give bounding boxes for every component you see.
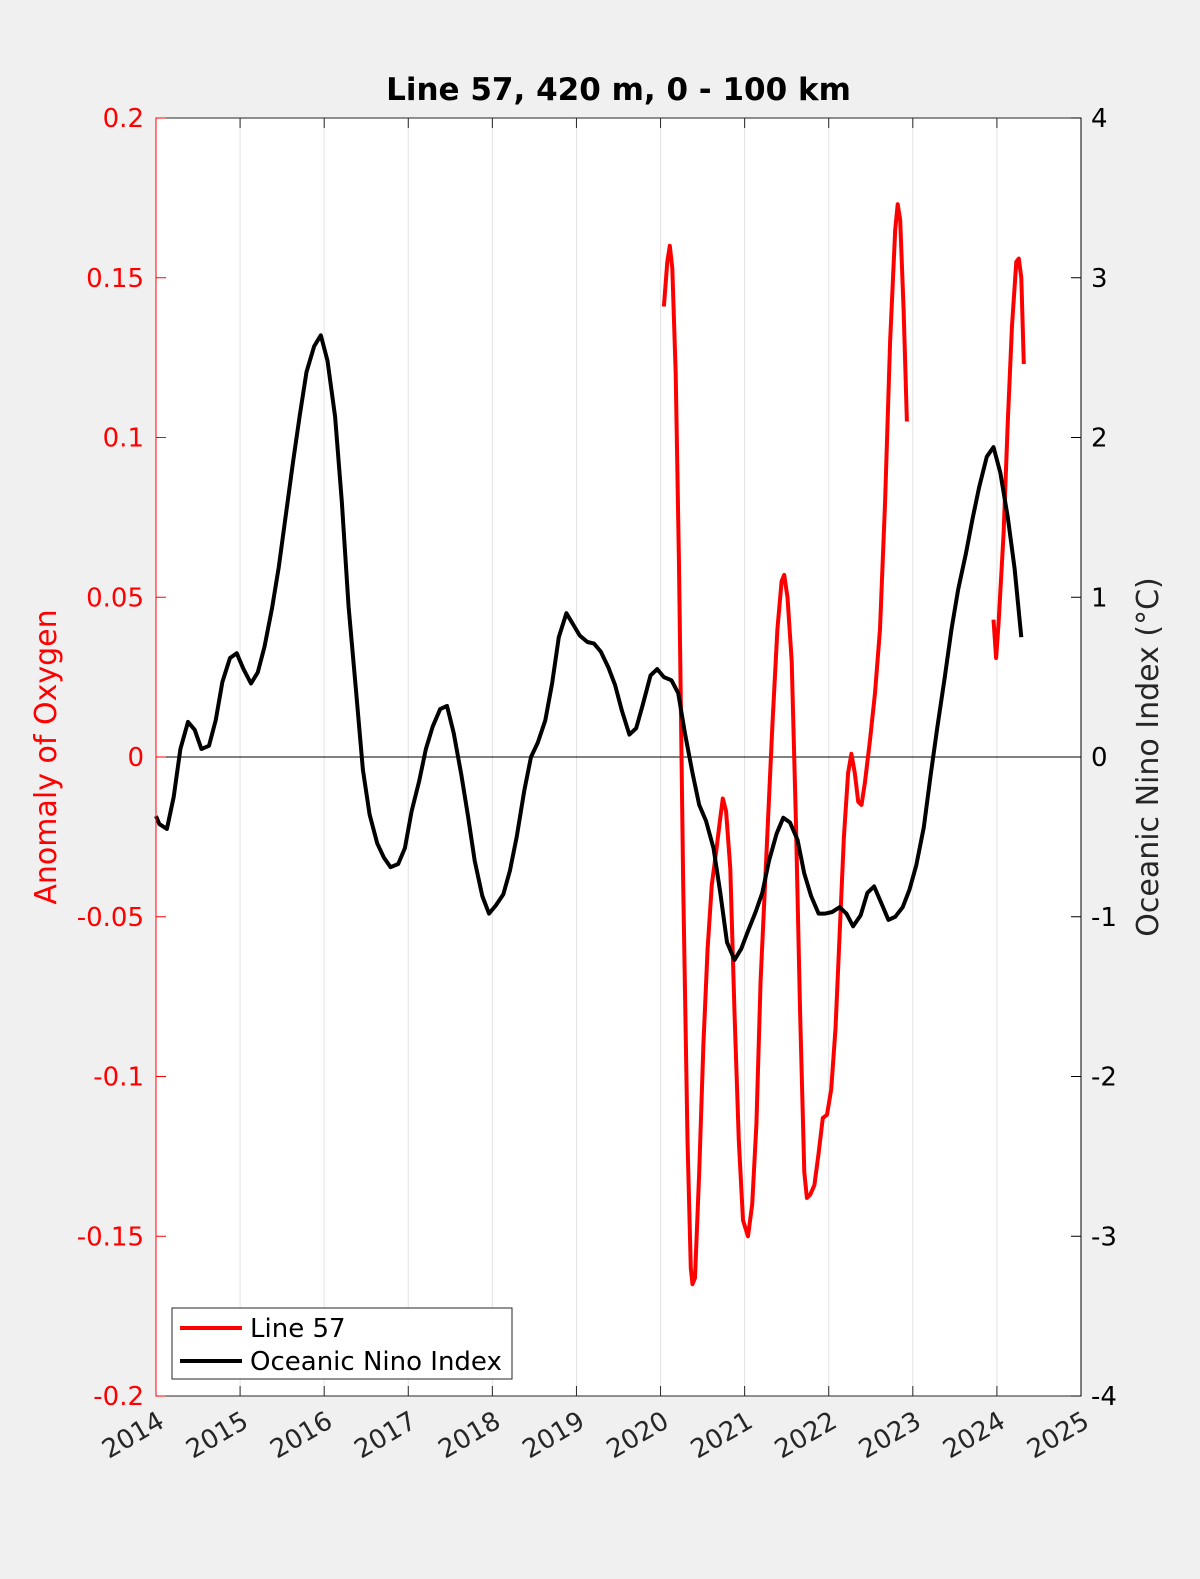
y-left-tick-label: 0.05 xyxy=(86,583,144,613)
line57-line-segment xyxy=(661,202,909,1287)
y-right-tick-label: 1 xyxy=(1091,583,1108,613)
x-tick-label: 2020 xyxy=(602,1406,674,1465)
y-right-tick-label: -2 xyxy=(1091,1063,1117,1093)
x-tick-label: 2024 xyxy=(938,1406,1010,1465)
series-oni xyxy=(154,333,1024,962)
x-tick-label: 2019 xyxy=(518,1406,590,1465)
y-axis-right: -4 -3 -2 -1 0 1 2 3 4 xyxy=(1071,104,1117,1412)
legend-label: Line 57 xyxy=(250,1314,346,1344)
x-tick-label: 2025 xyxy=(1022,1406,1094,1465)
y-left-tick-label: 0 xyxy=(127,743,144,773)
legend-label: Oceanic Nino Index xyxy=(250,1347,502,1377)
line57-line-segment xyxy=(991,256,1026,660)
y-left-tick-label: -0.05 xyxy=(77,903,144,933)
chart-title: Line 57, 420 m, 0 - 100 km xyxy=(386,72,851,108)
y-right-label: Oceanic Nino Index (°C) xyxy=(1131,577,1166,937)
y-axis-left: -0.2 -0.15 -0.1 -0.05 0 0.05 0.1 0.15 0.2 xyxy=(77,104,166,1412)
x-tick-label: 2017 xyxy=(349,1406,421,1465)
series-line57 xyxy=(661,202,1026,1287)
y-right-tick-label: -1 xyxy=(1091,903,1117,933)
x-tick-label: 2018 xyxy=(434,1406,506,1465)
y-right-tick-label: -4 xyxy=(1091,1382,1117,1412)
y-right-tick-label: 3 xyxy=(1091,264,1108,294)
x-tick-label: 2015 xyxy=(181,1406,253,1465)
x-tick-label: 2021 xyxy=(686,1406,758,1465)
y-left-label: Anomaly of Oxygen xyxy=(29,609,64,904)
y-left-tick-label: 0.2 xyxy=(103,104,144,134)
y-right-tick-label: 4 xyxy=(1091,104,1108,134)
y-left-tick-label: 0.15 xyxy=(86,264,144,294)
y-right-tick-label: 2 xyxy=(1091,424,1108,454)
oni-line-segment xyxy=(154,333,1024,962)
y-right-tick-label: -3 xyxy=(1091,1222,1117,1252)
y-right-tick-label: 0 xyxy=(1091,743,1108,773)
y-left-tick-label: -0.2 xyxy=(93,1382,144,1412)
y-left-tick-label: 0.1 xyxy=(103,424,144,454)
y-left-tick-label: -0.15 xyxy=(77,1222,144,1252)
x-tick-label: 2023 xyxy=(854,1406,926,1465)
legend-box xyxy=(171,1307,513,1380)
y-left-tick-label: -0.1 xyxy=(93,1063,144,1093)
x-tick-label: 2014 xyxy=(97,1406,169,1465)
x-tick-label: 2016 xyxy=(265,1406,337,1465)
x-tick-label: 2022 xyxy=(770,1406,842,1465)
